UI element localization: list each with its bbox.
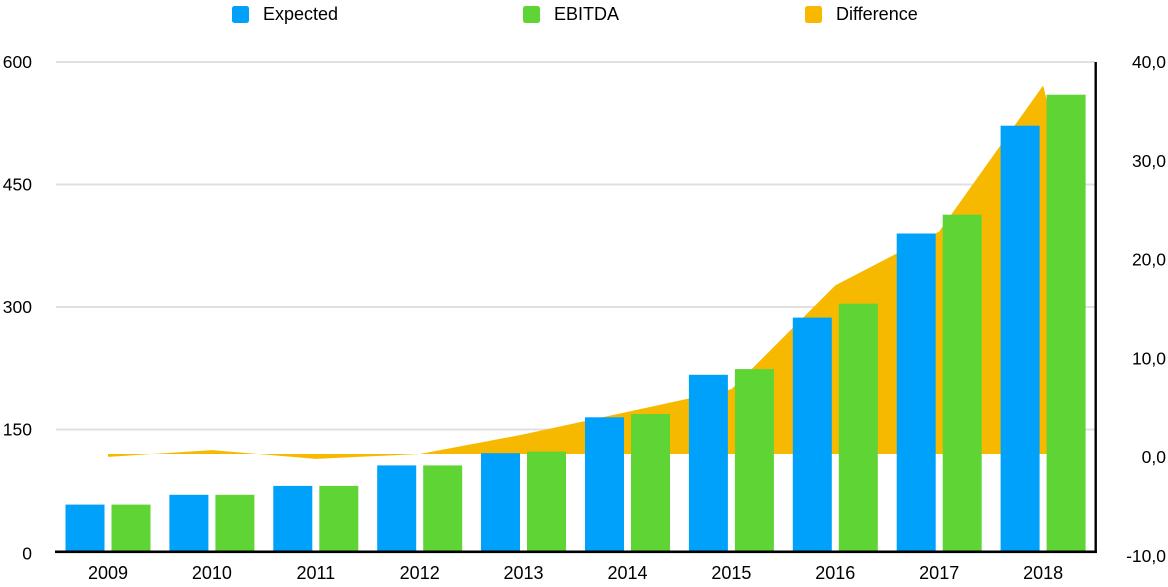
bar-ebitda-2018[interactable]	[1046, 94, 1086, 552]
bar-ebitda-2015[interactable]	[734, 369, 774, 552]
legend-item-expected[interactable]: Expected	[232, 3, 339, 24]
right-axis-line	[1094, 62, 1097, 553]
left-axis-label-0: 0	[22, 544, 32, 564]
right-axis-label--10,0: -10,0	[1126, 546, 1166, 566]
x-axis-label-2016: 2016	[815, 563, 855, 583]
legend-label-expected: Expected	[263, 3, 339, 24]
left-axis-label-450: 450	[3, 175, 32, 195]
right-axis-label-10,0: 10,0	[1132, 348, 1166, 368]
difference-swatch-icon	[805, 5, 822, 23]
legend-label-ebitda: EBITDA	[554, 3, 620, 24]
ebitda-swatch-icon	[523, 5, 540, 23]
bar-ebitda-2011[interactable]	[319, 485, 359, 552]
bar-expected-2015[interactable]	[688, 374, 728, 552]
x-axis-label-2011: 2011	[296, 563, 335, 583]
bar-expected-2016[interactable]	[792, 317, 832, 552]
bar-ebitda-2010[interactable]	[215, 494, 255, 552]
bar-expected-2011[interactable]	[273, 485, 313, 552]
bar-ebitda-2014[interactable]	[631, 414, 670, 552]
bar-expected-2018[interactable]	[1000, 125, 1040, 552]
bar-ebitda-2012[interactable]	[423, 465, 463, 552]
x-axis-line	[55, 550, 1097, 554]
bar-ebitda-2009[interactable]	[111, 504, 151, 552]
left-axis-label-300: 300	[3, 297, 32, 317]
bar-expected-2013[interactable]	[481, 453, 520, 552]
x-axis-label-2012: 2012	[400, 563, 440, 583]
legend-label-difference: Difference	[836, 3, 918, 24]
bar-ebitda-2016[interactable]	[838, 303, 878, 552]
bar-expected-2012[interactable]	[377, 465, 417, 552]
bar-expected-2014[interactable]	[585, 417, 624, 553]
left-axis-label-150: 150	[3, 420, 32, 440]
bar-expected-2017[interactable]	[896, 233, 936, 553]
bar-expected-2010[interactable]	[169, 494, 209, 552]
bar-expected-2009[interactable]	[65, 504, 105, 552]
gridline-600	[56, 61, 1095, 63]
right-axis-label-40,0: 40,0	[1132, 52, 1166, 72]
x-axis-label-2014: 2014	[607, 563, 647, 583]
x-axis-label-2015: 2015	[711, 563, 751, 583]
right-axis-label-30,0: 30,0	[1132, 151, 1166, 171]
bar-ebitda-2013[interactable]	[527, 451, 566, 552]
left-axis-label-600: 600	[3, 52, 32, 72]
right-axis-label-0,0: 0,0	[1142, 447, 1167, 467]
gridline-300	[56, 306, 1095, 308]
x-axis-label-2009: 2009	[88, 563, 128, 583]
x-axis-label-2017: 2017	[919, 563, 959, 583]
right-axis-label-20,0: 20,0	[1132, 250, 1166, 270]
x-axis-label-2018: 2018	[1023, 563, 1063, 583]
legend-item-difference[interactable]: Difference	[805, 3, 918, 24]
bar-ebitda-2017[interactable]	[942, 214, 982, 552]
x-axis-label-2010: 2010	[192, 563, 232, 583]
legend-item-ebitda[interactable]: EBITDA	[523, 3, 620, 24]
x-axis-label-2013: 2013	[503, 563, 543, 583]
expected-swatch-icon	[232, 5, 249, 23]
gridline-450	[56, 183, 1095, 186]
